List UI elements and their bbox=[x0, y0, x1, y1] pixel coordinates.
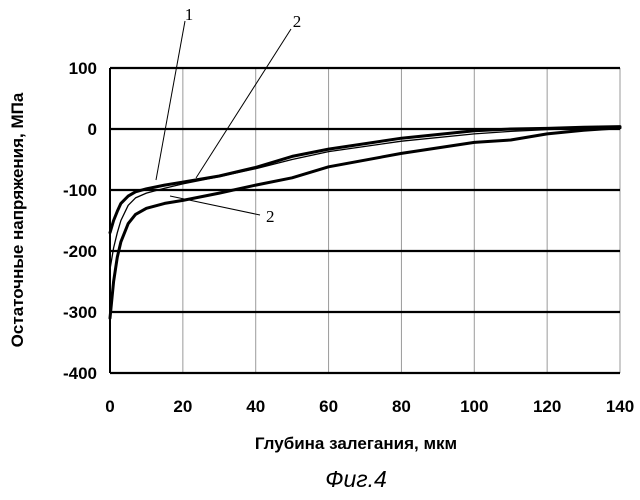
y-tick-label: -300 bbox=[63, 303, 97, 322]
series-line-2 bbox=[110, 127, 620, 233]
figure-caption: Фиг.4 bbox=[325, 466, 387, 492]
y-tick-label: -400 bbox=[63, 364, 97, 383]
x-tick-label: 60 bbox=[319, 397, 338, 416]
series-group bbox=[110, 127, 620, 319]
callout-leader-line bbox=[170, 196, 260, 215]
series-line-3 bbox=[110, 128, 620, 318]
y-tick-label: 100 bbox=[69, 59, 97, 78]
callout-label: 2 bbox=[266, 207, 275, 226]
annotations: 1 2 2 bbox=[156, 5, 301, 226]
callout-leader-line bbox=[196, 29, 291, 178]
callout-label: 2 bbox=[293, 12, 302, 31]
x-axis-title: Глубина залегания, мкм bbox=[255, 434, 457, 453]
callout-label: 1 bbox=[185, 5, 194, 24]
grid bbox=[110, 68, 620, 373]
tick-labels: 0 20 40 60 80 100 120 140 100 0 -100 -200 -300 -400 bbox=[63, 59, 634, 416]
x-tick-label: 100 bbox=[460, 397, 488, 416]
x-tick-label: 40 bbox=[246, 397, 265, 416]
y-axis-title: Остаточные напряжения, МПа bbox=[8, 92, 27, 347]
y-tick-label: -200 bbox=[63, 242, 97, 261]
y-tick-label: -100 bbox=[63, 181, 97, 200]
x-tick-label: 20 bbox=[173, 397, 192, 416]
callout-leader-line bbox=[156, 21, 185, 180]
x-tick-label: 120 bbox=[533, 397, 561, 416]
x-tick-label: 80 bbox=[392, 397, 411, 416]
y-tick-label: 0 bbox=[88, 120, 97, 139]
x-tick-label: 140 bbox=[606, 397, 634, 416]
x-tick-label: 0 bbox=[105, 397, 114, 416]
